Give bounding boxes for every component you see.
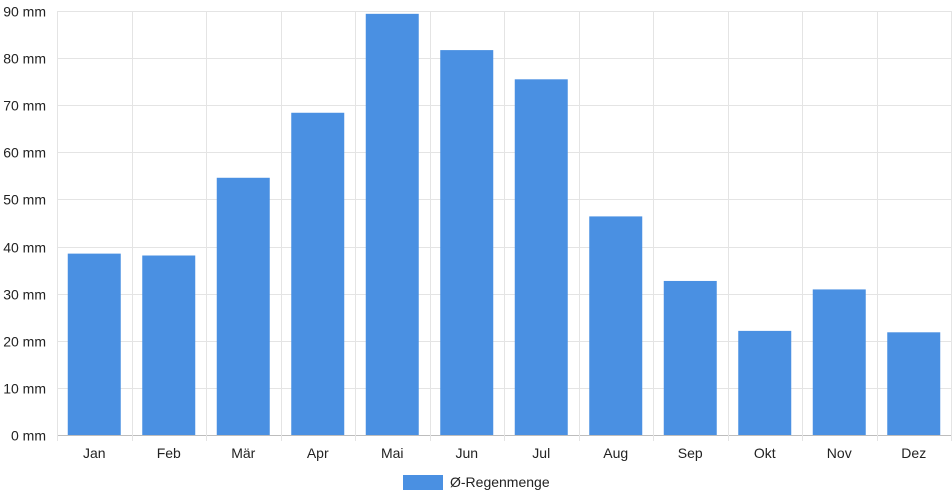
bar-layer xyxy=(67,13,941,436)
x-tick-label: Jun xyxy=(455,445,478,461)
bar[interactable] xyxy=(365,13,419,436)
bar[interactable] xyxy=(291,112,345,435)
legend-label: Ø-Regenmenge xyxy=(450,474,550,490)
bar[interactable] xyxy=(887,332,941,435)
x-tick-label: Sep xyxy=(678,445,703,461)
bar[interactable] xyxy=(142,255,196,435)
x-tick-label: Nov xyxy=(827,445,852,461)
legend[interactable]: Ø-Regenmenge xyxy=(403,474,550,490)
x-tick-label: Dez xyxy=(901,445,926,461)
bar[interactable] xyxy=(663,280,717,435)
bar[interactable] xyxy=(440,50,494,435)
bar[interactable] xyxy=(514,79,568,436)
y-tick-label: 50 mm xyxy=(3,192,46,208)
y-tick-label: 0 mm xyxy=(11,428,46,444)
x-tick-label: Jul xyxy=(532,445,550,461)
y-tick-label: 30 mm xyxy=(3,287,46,303)
y-tick-label: 80 mm xyxy=(3,51,46,67)
bar[interactable] xyxy=(738,330,792,435)
y-tick-label: 90 mm xyxy=(3,4,46,20)
y-tick-label: 20 mm xyxy=(3,334,46,350)
y-tick-label: 10 mm xyxy=(3,381,46,397)
x-tick-label: Okt xyxy=(754,445,776,461)
x-tick-label: Feb xyxy=(157,445,181,461)
x-tick-label: Aug xyxy=(603,445,628,461)
x-tick-label: Jan xyxy=(83,445,106,461)
bar[interactable] xyxy=(216,177,270,436)
bar[interactable] xyxy=(812,289,866,435)
y-tick-label: 70 mm xyxy=(3,98,46,114)
x-tick-label: Mär xyxy=(231,445,255,461)
legend-swatch xyxy=(403,475,443,490)
bar[interactable] xyxy=(589,216,643,435)
axis-layer: 0 mm 10 mm 20 mm 30 mm 40 mm 50 mm 60 mm 70 mm 8… xyxy=(3,4,926,462)
y-tick-label: 40 mm xyxy=(3,240,46,256)
x-tick-label: Apr xyxy=(307,445,329,461)
bar[interactable] xyxy=(67,253,121,435)
x-tick-label: Mai xyxy=(381,445,404,461)
y-tick-label: 60 mm xyxy=(3,145,46,161)
